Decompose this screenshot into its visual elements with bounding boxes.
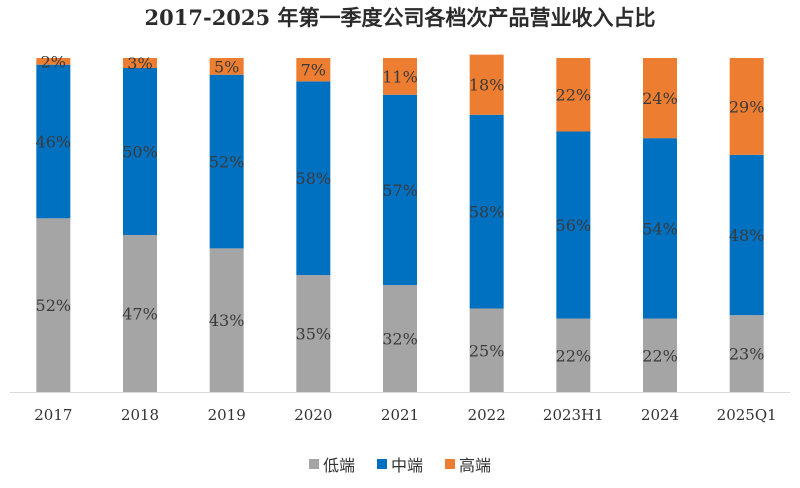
bar-segment-2017-s2 (36, 58, 71, 65)
legend: 低端 中端 高端 (0, 452, 800, 476)
bar-segment-2023H1-s2 (556, 58, 591, 132)
data-label-2021-s0: 32% (382, 330, 418, 349)
data-label-2018-s0: 47% (122, 305, 158, 324)
legend-item-high: 高端 (445, 452, 491, 476)
bar-segment-2025Q1-s1 (729, 154, 764, 316)
bar-segment-2021-s0 (383, 285, 417, 392)
data-label-2018-s1: 50% (122, 143, 158, 162)
x-tick-label-2023H1: 2023H1 (543, 406, 604, 424)
data-label-2023H1-s2: 22% (556, 86, 592, 105)
bar-segment-2023H1-s0 (556, 318, 591, 392)
data-label-2019-s2: 5% (214, 57, 239, 76)
legend-item-low: 低端 (308, 452, 355, 476)
bar-segment-2021-s2 (383, 58, 417, 95)
bar-segment-2024-s1 (643, 138, 677, 319)
legend-swatch-low (308, 459, 319, 469)
data-label-2022-s0: 25% (469, 341, 505, 360)
legend-swatch-mid (376, 459, 387, 469)
data-label-2024-s1: 54% (642, 219, 678, 238)
bar-segment-2018-s2 (123, 58, 157, 69)
bar-segment-2020-s1 (296, 81, 331, 276)
x-tick-label-2024: 2024 (641, 406, 679, 424)
data-label-2017-s0: 52% (36, 296, 72, 315)
data-label-2025Q1-s1: 48% (729, 226, 765, 245)
bar-segment-2019-s0 (209, 248, 244, 392)
bar-segment-2017-s0 (36, 218, 71, 392)
data-label-2025Q1-s2: 29% (729, 97, 765, 116)
x-tick-label-2021: 2021 (381, 406, 419, 424)
legend-swatch-high (445, 459, 455, 469)
bar-segment-2018-s1 (123, 68, 157, 236)
data-label-2024-s2: 24% (642, 89, 678, 108)
x-tick-label-2020: 2020 (294, 406, 332, 424)
bar-segment-2025Q1-s0 (729, 315, 764, 392)
bar-segment-2020-s0 (296, 275, 331, 392)
bar-segment-2020-s2 (296, 58, 331, 82)
data-label-2024-s0: 22% (642, 346, 678, 365)
data-label-2023H1-s1: 56% (556, 216, 592, 235)
bar-segment-2017-s1 (36, 64, 71, 219)
x-tick-label-2018: 2018 (121, 406, 159, 424)
bar-segment-2025Q1-s2 (729, 58, 764, 155)
data-label-2022-s1: 58% (469, 203, 505, 222)
data-label-2025Q1-s0: 23% (729, 345, 765, 364)
data-label-2019-s1: 52% (209, 153, 245, 172)
data-label-2020-s1: 58% (296, 169, 332, 188)
data-label-2019-s0: 43% (209, 311, 245, 330)
bar-segment-2018-s0 (123, 235, 157, 392)
legend-label-high: 高端 (459, 456, 492, 475)
data-label-2023H1-s0: 22% (556, 346, 592, 365)
bar-segment-2024-s2 (643, 58, 677, 139)
legend-item-mid: 中端 (376, 452, 423, 476)
data-label-2021-s1: 57% (382, 181, 418, 200)
x-tick-label-2017: 2017 (34, 406, 72, 424)
bar-segment-2021-s1 (383, 94, 417, 286)
bar-segment-2022-s0 (469, 308, 504, 392)
bar-segment-2024-s0 (643, 318, 677, 392)
legend-label-low: 低端 (322, 456, 355, 475)
data-label-2022-s2: 18% (469, 76, 505, 95)
x-tick-label-2019: 2019 (208, 406, 246, 424)
bar-segment-2019-s2 (209, 58, 244, 75)
bar-segment-2022-s2 (469, 54, 504, 115)
data-label-2021-s2: 11% (382, 67, 418, 86)
data-label-2020-s2: 7% (301, 61, 326, 80)
x-tick-label-2022: 2022 (468, 406, 506, 424)
bar-segment-2023H1-s1 (556, 131, 591, 319)
data-label-2017-s2: 2% (41, 52, 66, 71)
data-label-2020-s0: 35% (296, 325, 332, 344)
x-tick-label-2025Q1: 2025Q1 (717, 406, 777, 424)
legend-label-mid: 中端 (390, 456, 423, 475)
data-label-2017-s1: 46% (36, 133, 72, 152)
chart-title: 2017-2025 年第一季度公司各档次产品营业收入占比 (144, 5, 656, 30)
data-label-2018-s2: 3% (127, 54, 152, 73)
bar-segment-2019-s1 (209, 74, 244, 249)
bar-segment-2022-s1 (469, 114, 504, 309)
